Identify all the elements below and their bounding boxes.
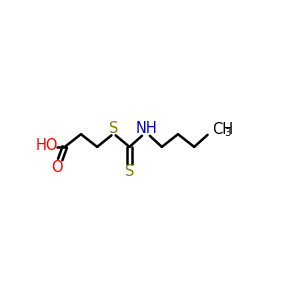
Text: 3: 3 [225,128,231,138]
Text: S: S [109,121,118,136]
Text: S: S [125,164,134,178]
Text: HO: HO [36,138,58,153]
Text: O: O [52,160,63,175]
Text: NH: NH [136,121,157,136]
Text: CH: CH [212,122,234,137]
